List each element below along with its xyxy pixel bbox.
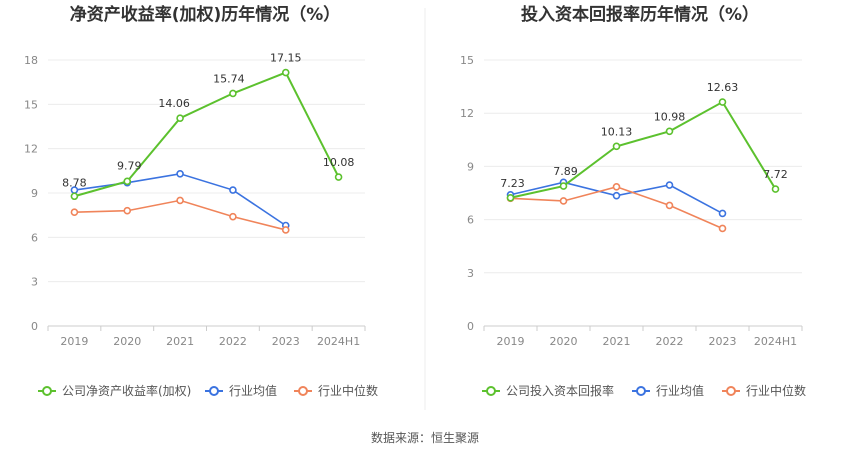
- data-point-company: [506, 193, 515, 202]
- data-point-median: [559, 197, 568, 205]
- y-tick-label: 18: [24, 54, 38, 67]
- legend-label: 公司投入资本回报率: [506, 383, 614, 398]
- x-tick-label: 2024H1: [754, 335, 797, 348]
- roic-chart-panel: 投入资本回报率历年情况（%） 0 3 6 9 12 15 2019 2020 2021 2022 20…: [460, 4, 806, 398]
- data-point-median: [229, 212, 237, 221]
- x-tick-label: 2022: [656, 335, 684, 348]
- x-tick-label: 2023: [272, 335, 300, 348]
- chart-title: 投入资本回报率历年情况（%）: [521, 4, 759, 25]
- legend-marker-median: [726, 386, 736, 396]
- y-tick-label: 15: [460, 54, 474, 67]
- y-tick-label: 6: [31, 231, 38, 244]
- x-tick-label: 2024H1: [317, 335, 360, 348]
- x-tick-label: 2023: [709, 335, 737, 348]
- data-point-median: [281, 226, 290, 234]
- data-point-company: [70, 192, 79, 201]
- legend-label: 行业均值: [229, 383, 277, 398]
- y-tick-label: 3: [31, 276, 38, 289]
- data-point-avg: [718, 209, 727, 218]
- data-point-company: [665, 127, 674, 136]
- data-point-company: [718, 98, 727, 106]
- data-point-median: [123, 206, 132, 215]
- x-tick-label: 2021: [166, 335, 194, 348]
- data-point-avg: [229, 186, 237, 194]
- data-label: 10.08: [323, 156, 355, 169]
- data-label: 7.23: [500, 177, 525, 190]
- data-label: 9.79: [117, 159, 142, 172]
- x-tick-label: 2019: [60, 335, 88, 348]
- data-point-company: [123, 177, 132, 186]
- legend-label: 公司净资产收益率(加权): [62, 383, 191, 398]
- y-tick-label: 0: [467, 320, 474, 333]
- x-tick-label: 2019: [497, 335, 525, 348]
- legend-label: 行业中位数: [746, 383, 806, 398]
- legend-marker-company: [486, 386, 496, 396]
- data-label: 15.74: [213, 72, 245, 85]
- legend-label: 行业均值: [656, 383, 704, 398]
- chart-title: 净资产收益率(加权)历年情况（%）: [70, 4, 341, 25]
- data-point-company: [229, 89, 237, 98]
- y-tick-label: 12: [460, 107, 474, 120]
- x-tick-label: 2020: [113, 335, 141, 348]
- data-point-avg: [612, 191, 621, 200]
- data-label: 17.15: [270, 52, 302, 65]
- series-line-company: [74, 71, 340, 198]
- x-tick-label: 2022: [219, 335, 247, 348]
- data-point-median: [612, 182, 621, 191]
- legend-marker-median: [298, 386, 308, 396]
- data-point-company: [771, 185, 780, 193]
- y-tick-label: 9: [467, 160, 474, 173]
- y-tick-label: 12: [24, 143, 38, 156]
- legend-marker-avg: [209, 386, 219, 396]
- data-point-company: [176, 114, 184, 123]
- y-tick-label: 3: [467, 267, 474, 280]
- data-point-median: [718, 224, 727, 233]
- data-point-company: [334, 173, 343, 181]
- data-point-median: [665, 201, 674, 210]
- data-point-avg: [176, 169, 184, 178]
- data-label: 7.89: [553, 165, 578, 178]
- legend-label: 行业中位数: [318, 383, 378, 398]
- x-tick-label: 2020: [550, 335, 578, 348]
- y-tick-label: 0: [31, 320, 38, 333]
- data-label: 12.63: [707, 81, 739, 94]
- legend-marker-company: [42, 386, 52, 396]
- data-label: 10.13: [601, 125, 633, 138]
- data-label: 14.06: [158, 97, 190, 110]
- data-point-avg: [665, 181, 674, 189]
- data-point-company: [559, 182, 568, 190]
- data-label: 8.78: [62, 176, 87, 189]
- y-tick-label: 15: [24, 98, 38, 111]
- data-point-company: [281, 68, 290, 77]
- data-source-note: 数据来源：恒生聚源: [371, 430, 479, 445]
- roe-chart-panel: 净资产收益率(加权)历年情况（%） 0 3 6 9 12 15 18 2019 2020 2021 2…: [24, 4, 378, 398]
- y-tick-label: 6: [467, 214, 474, 227]
- data-point-median: [70, 208, 79, 217]
- x-tick-label: 2021: [603, 335, 631, 348]
- data-point-median: [176, 196, 184, 205]
- data-label: 7.72: [763, 168, 788, 181]
- legend-marker-avg: [636, 386, 646, 396]
- y-tick-label: 9: [31, 187, 38, 200]
- data-label: 10.98: [654, 110, 686, 123]
- data-point-company: [612, 142, 621, 151]
- series-line-company: [510, 100, 777, 199]
